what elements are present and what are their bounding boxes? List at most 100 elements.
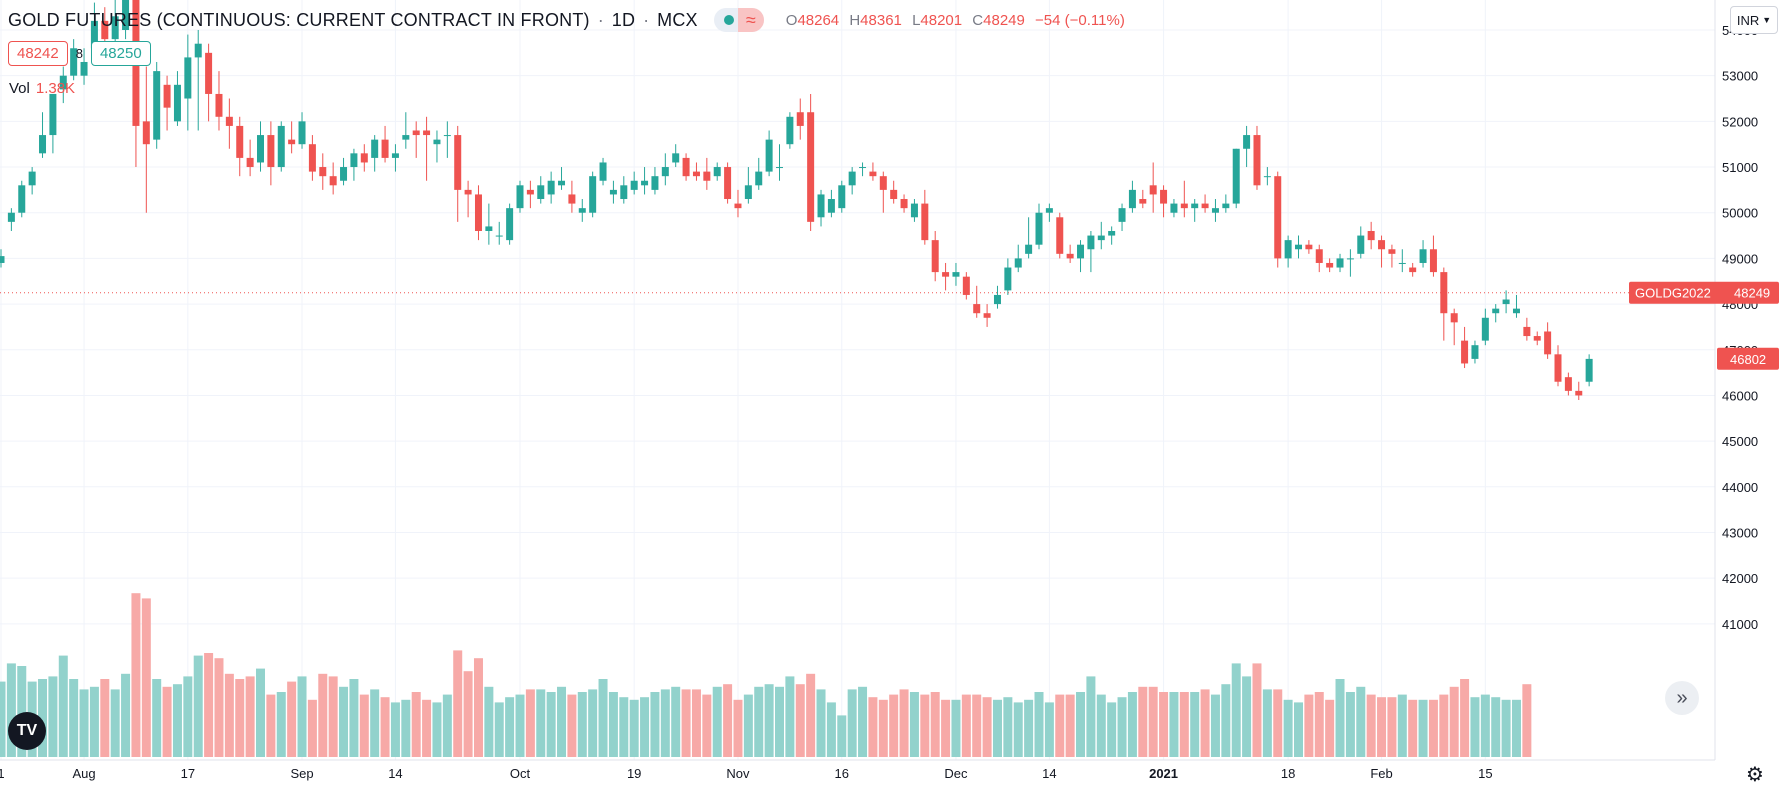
currency-selector[interactable]: INR ▼ [1730, 6, 1778, 34]
tradingview-logo-icon[interactable]: TV [8, 712, 46, 750]
candle [1554, 345, 1562, 387]
buy-button[interactable]: 48250 [90, 41, 151, 66]
volume-bar [48, 676, 58, 757]
candle [18, 180, 26, 218]
volume-bar [1511, 699, 1521, 757]
candle [599, 157, 607, 186]
candle [142, 66, 150, 213]
candle [443, 121, 451, 158]
candle [1139, 189, 1147, 209]
volume-bar [764, 684, 774, 757]
volume-bars [0, 593, 1532, 757]
candle [859, 162, 867, 177]
volume-bar [287, 681, 297, 757]
volume-bar [58, 655, 68, 757]
volume-bar [1013, 702, 1023, 757]
high-value: 48361 [860, 11, 902, 29]
volume-bar [401, 699, 411, 757]
volume-bar [1024, 699, 1034, 757]
time-tick-label: 2021 [1149, 766, 1178, 781]
candle [1492, 304, 1500, 323]
volume-bar [536, 689, 546, 757]
volume-bar [0, 681, 6, 757]
currency-label: INR [1736, 12, 1760, 28]
candle [1274, 171, 1282, 268]
candle [776, 144, 783, 181]
time-tick-label: 16 [835, 766, 849, 781]
volume-bar [723, 684, 733, 757]
candle [516, 180, 524, 213]
volume-bar [868, 697, 878, 757]
volume-label: Vol [9, 80, 30, 97]
candle [1170, 199, 1178, 218]
chevron-down-icon: ▼ [1762, 15, 1772, 25]
volume-bar [775, 686, 784, 757]
candle [381, 125, 389, 163]
time-tick-label: 14 [388, 766, 402, 781]
volume-bar [1491, 697, 1501, 757]
candle [1180, 180, 1188, 218]
volume-bar [1439, 694, 1449, 757]
candle [173, 71, 181, 126]
cursor-price-value: 46802 [1730, 352, 1766, 367]
price-axis[interactable]: 5400053000520005100050000490004800047000… [1722, 23, 1758, 632]
volume-bar [878, 699, 888, 757]
candle [1398, 249, 1406, 273]
volume-bar [1428, 699, 1438, 757]
volume-bar [1480, 694, 1490, 757]
volume-bar [930, 692, 940, 757]
candle [329, 162, 337, 195]
volume-bar [110, 689, 120, 757]
market-open-dot-icon [723, 15, 734, 25]
scroll-to-realtime-icon[interactable]: » [1665, 681, 1699, 715]
candle [412, 121, 420, 158]
volume-bar [899, 689, 909, 757]
candle [1108, 226, 1116, 245]
candle [558, 167, 566, 190]
volume-bar [608, 692, 618, 757]
candle [1512, 294, 1520, 318]
candle [1440, 267, 1448, 341]
volume-bar [1470, 697, 1480, 757]
sell-button[interactable]: 48242 [8, 41, 68, 66]
close-value: 48249 [983, 11, 1025, 29]
candle [630, 171, 638, 195]
volume-bar [328, 676, 338, 757]
last-price-value: 48249 [1734, 286, 1770, 301]
candle [319, 153, 327, 190]
candle [1429, 235, 1437, 277]
symbol-title[interactable]: GOLD FUTURES (CONTINUOUS: CURRENT CONTRA… [8, 9, 590, 30]
candle [744, 167, 752, 204]
candle [890, 180, 898, 204]
candle [1367, 221, 1375, 250]
candle [993, 285, 1001, 309]
price-tick-label: 49000 [1722, 251, 1758, 266]
gear-icon[interactable]: ⚙ [1746, 764, 1764, 786]
volume-bar [1273, 689, 1283, 757]
candle [620, 176, 628, 204]
volume-bar [1117, 697, 1127, 757]
close-key: C [972, 11, 984, 29]
candle [1004, 258, 1012, 295]
time-axis[interactable]: 1 Aug 17 Sep 14 Oct 19 Nov 16 Dec 14 2021 18 Feb 15 [0, 766, 1493, 781]
time-tick-label: 14 [1042, 766, 1056, 781]
candle [1305, 240, 1313, 254]
candle [205, 43, 213, 122]
volume-bar [38, 679, 48, 757]
candle [433, 130, 441, 163]
candle [900, 194, 908, 213]
volume-bar [588, 689, 598, 757]
volume-bar [557, 686, 567, 757]
interval-label[interactable]: 1D [611, 9, 636, 30]
candle [703, 157, 711, 190]
volume-bar [266, 694, 276, 757]
market-status-toggle[interactable]: ≈ [713, 8, 764, 32]
volume-bar [1138, 686, 1148, 757]
volume-bar [1397, 694, 1407, 757]
volume-bar [349, 679, 359, 757]
candle [70, 39, 78, 81]
volume-bar [858, 686, 868, 757]
volume-bar [473, 658, 483, 757]
candle [59, 66, 67, 104]
